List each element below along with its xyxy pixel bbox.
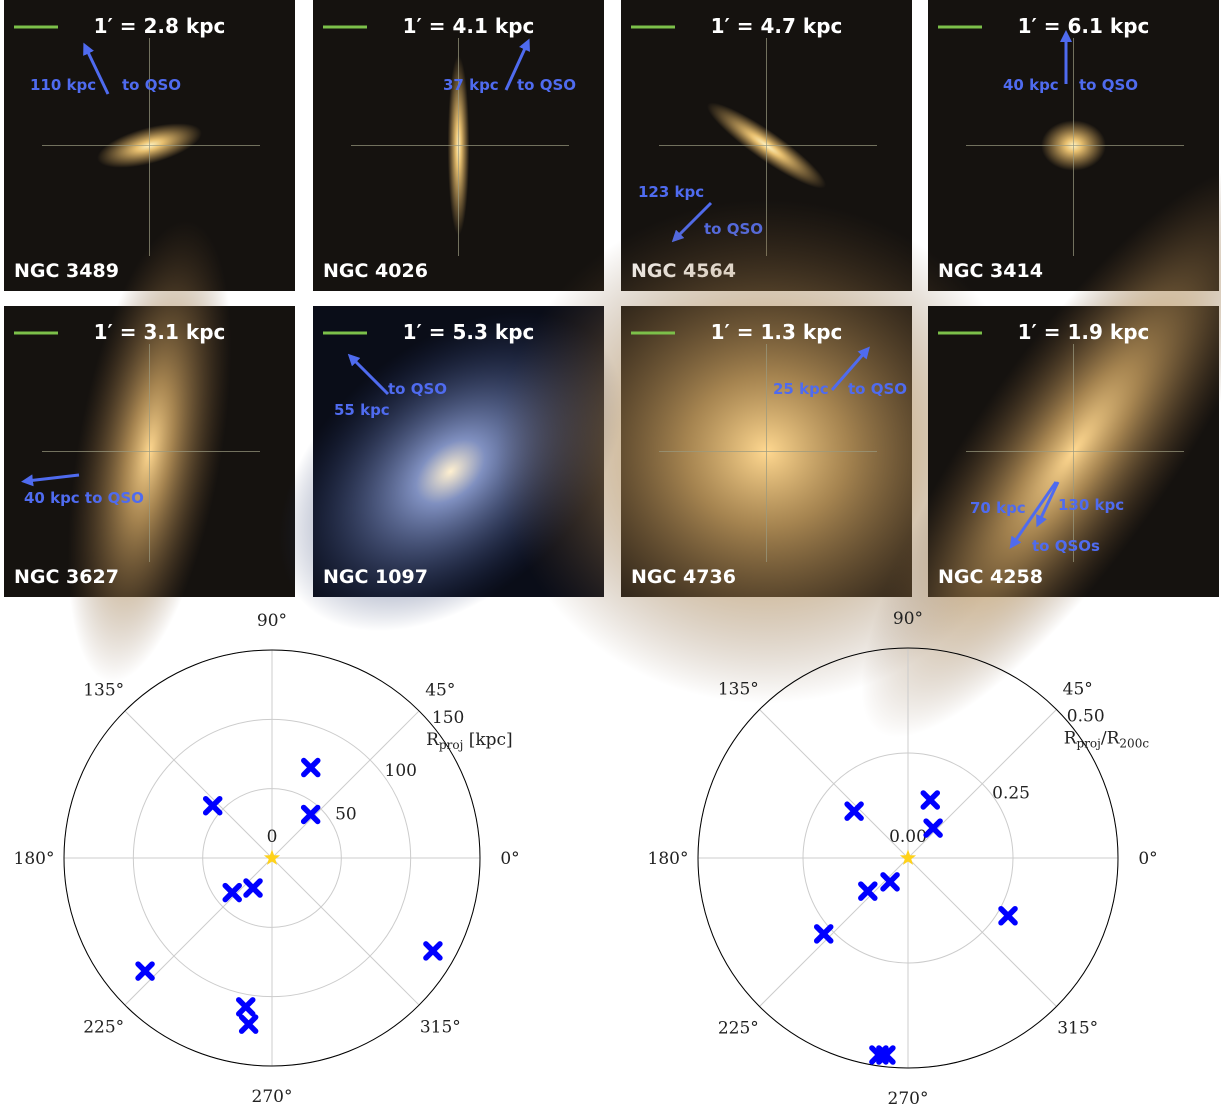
radial-axis-label-part: R [1064,729,1078,749]
scale-label: 1′ = 6.1 kpc [1018,14,1150,38]
qso-arrow [21,473,80,487]
radial-axis-label-part: /R [1101,729,1121,749]
qso-marker [998,906,1018,926]
angle-tick-label: 135° [83,681,124,701]
scale-label: 1′ = 5.3 kpc [403,320,535,344]
qso-marker [923,818,943,838]
qso-label: to QSO [848,380,907,398]
angular-grid-line [124,710,273,859]
qso-label: to QSO [1079,76,1138,94]
qso-marker [423,941,443,961]
radial-axis-label: Rproj/R200c [1064,729,1150,751]
qso-label: to QSO [388,380,447,398]
radial-axis-label-part: proj [439,738,463,752]
radial-grid-circle [802,752,1014,964]
qso-label: 130 kpc [1058,496,1124,514]
plot-border [63,649,481,1067]
galaxy-center-star [899,849,917,865]
qso-marker [135,961,155,981]
qso-arrow [347,353,390,396]
angle-tick-label: 90° [893,609,923,629]
qso-arrow [1036,481,1060,528]
radial-tick-label: 0 [267,827,278,847]
qso-marker [920,790,941,810]
qso-label: to QSOs [1032,537,1100,555]
angle-tick-label: 45° [1063,679,1093,699]
angle-tick-label: 135° [718,679,759,699]
qso-arrow [504,38,530,91]
angle-tick-label: 270° [888,1089,929,1104]
scale-label: 1′ = 4.1 kpc [403,14,535,38]
galaxy-name: NGC 4258 [938,566,1043,588]
qso-marker [238,1014,259,1034]
galaxy-name: NGC 3627 [14,566,119,588]
scale-label: 1′ = 1.3 kpc [711,320,843,344]
angular-grid-line [124,857,273,1006]
galaxy-name: NGC 3414 [938,260,1043,282]
galaxy-center-star [263,849,281,865]
angle-tick-label: 225° [83,1017,124,1037]
radial-tick-label: 100 [385,761,417,781]
qso-label: 40 kpc to QSO [24,489,144,507]
radial-axis-label-part: [kpc] [463,730,512,750]
galaxy-name: NGC 4736 [631,566,736,588]
qso-marker [222,882,242,903]
qso-marker [813,924,834,944]
qso-label: to QSO [517,76,576,94]
qso-label: 70 kpc [970,499,1026,517]
radial-tick-label: 0.25 [992,784,1030,804]
radial-grid-circle [132,718,412,998]
qso-label: 110 kpc [30,76,96,94]
qso-marker [844,801,864,821]
qso-marker [301,757,321,778]
plot-border [697,647,1119,1069]
radial-tick-label: 0.00 [889,827,927,847]
qso-arrow [830,346,870,391]
angle-tick-label: 0° [1138,849,1157,869]
qso-marker [202,795,223,816]
scale-label: 1′ = 4.7 kpc [711,14,843,38]
qso-label: 25 kpc [773,380,829,398]
angle-tick-label: 45° [425,681,455,701]
angle-tick-label: 315° [420,1017,461,1037]
scale-label: 1′ = 1.9 kpc [1018,320,1150,344]
angle-tick-label: 90° [257,611,287,631]
galaxy-name: NGC 3489 [14,260,119,282]
radial-tick-label: 0.50 [1067,707,1105,727]
angle-tick-label: 270° [252,1087,293,1104]
angular-grid-line [271,857,420,1006]
angle-tick-label: 180° [648,849,689,869]
galaxy-name: NGC 1097 [323,566,428,588]
qso-label: to QSO [122,76,181,94]
radial-tick-label: 50 [335,805,357,825]
angular-grid-line [271,710,420,859]
scale-label: 1′ = 3.1 kpc [94,320,226,344]
qso-label: 123 kpc [638,183,704,201]
angle-tick-label: 225° [718,1019,759,1039]
qso-label: 37 kpc [443,76,499,94]
radial-axis-label: Rproj [kpc] [426,730,513,752]
qso-marker [236,997,256,1017]
qso-marker [300,804,321,825]
qso-label: 55 kpc [334,401,390,419]
qso-label: 40 kpc [1003,76,1059,94]
angle-tick-label: 180° [14,849,55,869]
angle-tick-label: 0° [500,849,519,869]
radial-axis-label-part: proj [1077,737,1101,751]
scale-label: 1′ = 2.8 kpc [94,14,226,38]
radial-tick-label: 150 [432,708,464,728]
angle-tick-label: 315° [1057,1019,1098,1039]
galaxy-name: NGC 4026 [323,260,428,282]
qso-arrow [1009,481,1058,549]
qso-marker [876,1045,896,1065]
qso-marker [880,872,900,892]
qso-marker [243,878,263,898]
qso-arrow [83,42,110,95]
radial-axis-label-part: 200c [1119,737,1149,751]
qso-marker [858,881,878,901]
radial-axis-label-part: R [426,730,440,750]
radial-grid-circle [202,788,342,928]
